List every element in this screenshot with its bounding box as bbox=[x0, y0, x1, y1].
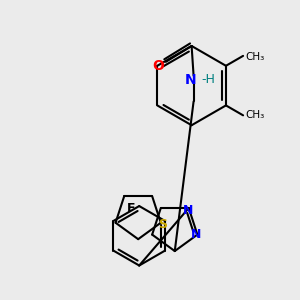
Text: F: F bbox=[127, 202, 136, 214]
Text: CH₃: CH₃ bbox=[245, 110, 264, 120]
Text: S: S bbox=[158, 218, 167, 231]
Text: O: O bbox=[152, 59, 164, 73]
Text: N: N bbox=[191, 228, 202, 241]
Text: N: N bbox=[183, 203, 193, 217]
Text: N: N bbox=[185, 73, 197, 87]
Text: -H: -H bbox=[202, 73, 215, 86]
Text: CH₃: CH₃ bbox=[245, 52, 264, 62]
